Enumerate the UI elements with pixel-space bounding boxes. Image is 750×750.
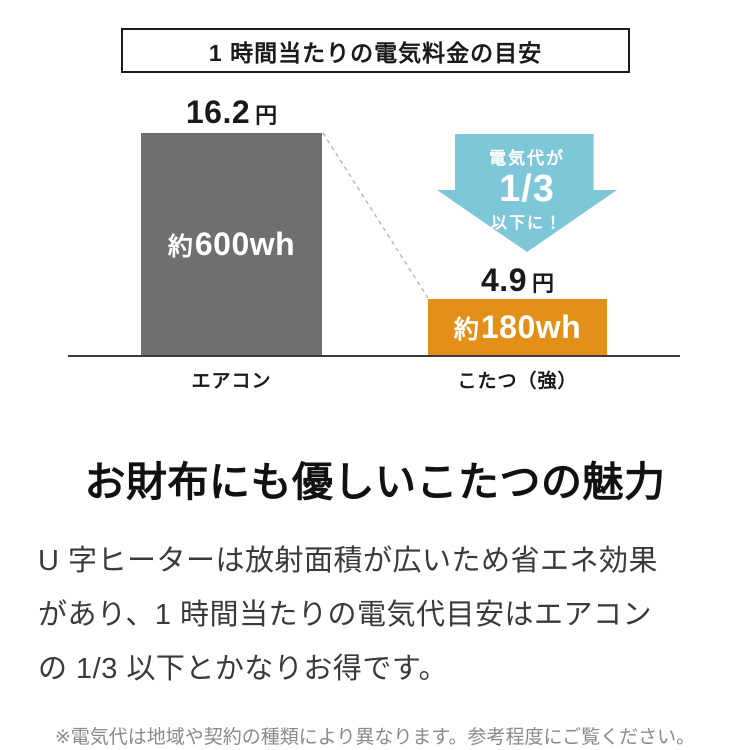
- body-text: U 字ヒーターは放射面積が広いため省エネ効果 があり、1 時間当たりの電気代目安…: [38, 534, 714, 696]
- aircon-bar: 約 600wh: [141, 133, 322, 356]
- section-heading: お財布にも優しいこたつの魅力: [84, 459, 666, 505]
- arrow-text-top: 電気代が: [489, 149, 565, 168]
- aircon-price-unit: 円: [255, 103, 278, 128]
- chart-title-box: 1 時間当たりの電気料金の目安: [121, 28, 630, 73]
- footnote: ※電気代は地域や契約の種類により異なります。参考程度にご覧ください。: [54, 727, 696, 748]
- kotatsu-price-label: 4.9 円: [428, 262, 607, 299]
- aircon-wh-value: 600wh: [194, 226, 296, 262]
- body-line-3: の 1/3 以下とかなりお得です。: [38, 653, 449, 685]
- aircon-axis-label: エアコン: [191, 371, 272, 392]
- electricity-cost-chart: 1 時間当たりの電気料金の目安 16.2 円 約 600wh 電気代が 1/3 以下…: [68, 28, 680, 392]
- arrow-text-bottom: 以下に！: [490, 215, 563, 232]
- kotatsu-wh-prefix: 約: [453, 315, 479, 344]
- aircon-price-label: 16.2 円: [141, 94, 322, 131]
- arrow-text-fraction: 1/3: [499, 168, 555, 210]
- aircon-price-value: 16.2: [185, 94, 251, 130]
- kotatsu-bar: 約 180wh: [428, 299, 607, 356]
- kotatsu-price-value: 4.9: [481, 262, 527, 298]
- chart-title: 1 時間当たりの電気料金の目安: [208, 39, 543, 66]
- body-line-1: U 字ヒーターは放射面積が広いため省エネ効果: [38, 545, 659, 577]
- axis-baseline: [68, 355, 680, 357]
- body-line-2: があり、1 時間当たりの電気代目安はエアコン: [38, 599, 653, 631]
- kotatsu-axis-label: こたつ（強）: [457, 371, 578, 392]
- kotatsu-price-unit: 円: [531, 271, 554, 296]
- kotatsu-wh-value: 180wh: [480, 309, 582, 345]
- aircon-wh-prefix: 約: [167, 232, 193, 261]
- one-third-down-arrow: 電気代が 1/3 以下に！: [437, 134, 617, 252]
